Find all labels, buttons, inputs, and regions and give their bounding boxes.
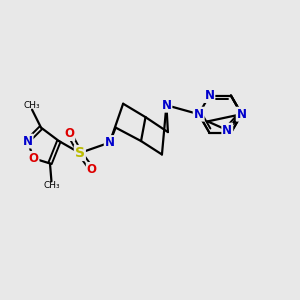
Text: S: S <box>75 146 85 160</box>
Text: N: N <box>161 99 171 112</box>
Text: N: N <box>194 108 204 121</box>
Text: CH₃: CH₃ <box>24 101 40 110</box>
Text: O: O <box>28 152 38 165</box>
Text: N: N <box>105 136 115 149</box>
Text: N: N <box>204 89 214 102</box>
Text: O: O <box>64 127 74 140</box>
Text: O: O <box>87 163 97 176</box>
Text: N: N <box>237 108 247 121</box>
Text: N: N <box>222 124 232 136</box>
Text: CH₃: CH₃ <box>43 182 60 190</box>
Text: N: N <box>22 134 33 148</box>
